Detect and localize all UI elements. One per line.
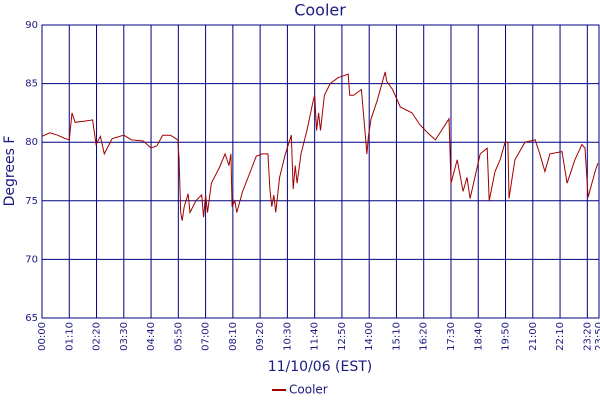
x-tick-label: 03:30	[119, 322, 130, 351]
x-tick-label: 00:00	[37, 322, 48, 351]
x-tick-label: 18:40	[473, 322, 484, 351]
x-tick-label: 22:10	[555, 322, 566, 351]
y-tick-label: 65	[25, 313, 38, 324]
x-tick-label: 23:20	[582, 322, 593, 351]
x-tick-label: 05:50	[173, 322, 184, 351]
y-tick-label: 85	[25, 79, 38, 90]
x-tick-label: 09:20	[255, 322, 266, 351]
x-tick-label: 07:00	[201, 322, 212, 351]
x-tick-label: 14:00	[364, 322, 375, 351]
x-tick-label: 01:10	[64, 322, 75, 351]
x-tick-label: 15:10	[391, 322, 402, 351]
plot-area	[41, 24, 600, 319]
y-tick-label: 80	[25, 137, 38, 148]
x-tick-label: 19:50	[501, 322, 512, 351]
x-axis-label: 11/10/06 (EST)	[268, 359, 373, 375]
legend-label: Cooler	[289, 383, 328, 397]
y-tick-label: 75	[25, 196, 38, 207]
y-axis-label: Degrees F	[2, 136, 18, 207]
x-tick-label: 16:20	[419, 322, 430, 351]
x-tick-label: 04:40	[146, 322, 157, 351]
data-line	[41, 71, 599, 221]
x-tick-label: 12:50	[337, 322, 348, 351]
x-tick-label: 10:30	[282, 322, 293, 351]
x-tick-label: 21:00	[528, 322, 539, 351]
x-tick-label: 17:30	[446, 322, 457, 351]
x-tick-label: 11:40	[310, 322, 321, 351]
x-tick-label: 02:20	[92, 322, 103, 351]
x-tick-label: 08:10	[228, 322, 239, 351]
y-tick-label: 90	[25, 20, 38, 31]
chart-title: Cooler	[294, 1, 346, 20]
x-tick-label: 23:50	[594, 322, 600, 351]
y-tick-label: 70	[25, 254, 38, 265]
